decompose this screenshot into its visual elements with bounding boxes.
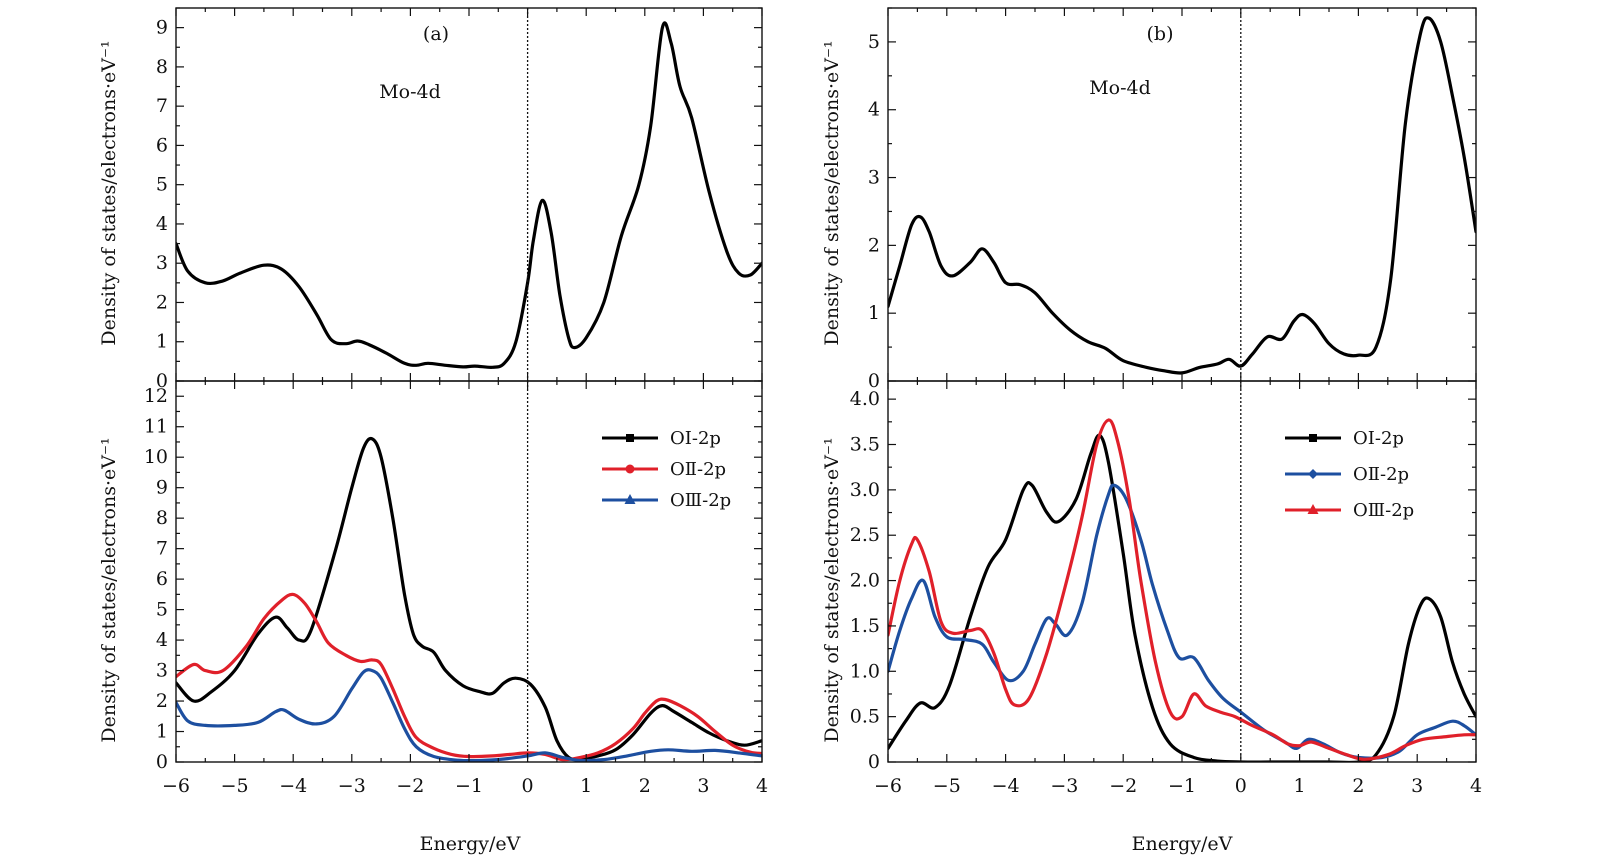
legend-marker-2 (1308, 469, 1318, 479)
y-tick-label: 4 (156, 629, 168, 651)
x-tick-label: −5 (933, 775, 961, 797)
series-line-1 (888, 16, 1476, 375)
x-tick-label: 0 (522, 775, 534, 797)
y-tick-label: 8 (156, 56, 168, 78)
y-tick-label: 9 (156, 17, 168, 39)
y-tick-label: 5 (868, 31, 880, 53)
legend-marker-1 (626, 434, 634, 442)
subplot-b-top: 0 1 2 3 4 5 (868, 7, 1477, 392)
legend-label-2: OⅡ-2p (1353, 464, 1409, 485)
mo4d-annotation-a: Mo-4d (379, 81, 441, 103)
ylabel-b-top: Density of states/electrons·eV⁻¹ (821, 40, 843, 345)
y-tick-label: 1.5 (850, 615, 880, 637)
y-tick-label: 1.0 (850, 660, 880, 682)
legend-marker-1 (1309, 434, 1317, 442)
xlabel-b: Energy/eV (1132, 833, 1233, 855)
y-tick-label: 7 (156, 538, 168, 560)
series-line-1 (176, 436, 762, 762)
series-line-1 (888, 433, 1476, 762)
y-tick-label: 6 (156, 134, 168, 156)
x-tick-label: 4 (756, 775, 768, 797)
xlabel-a: Energy/eV (420, 833, 521, 855)
y-tick-label: 4.0 (850, 388, 880, 410)
x-tick-label: −3 (338, 775, 366, 797)
legend-label-3: OⅢ-2p (670, 490, 731, 511)
y-tick-label: 0 (868, 751, 880, 773)
y-tick-label: 0 (868, 370, 880, 392)
series-line-3 (888, 418, 1476, 761)
subplot-b-bottom: −6 −5 −4 −3 −2 −1 0 1 2 3 4 0 0.5 1.0 1.5 2.0 2.5 3.0 3.5 4… (850, 380, 1482, 797)
x-tick-label: 3 (1411, 775, 1423, 797)
y-tick-label: 8 (156, 507, 168, 529)
panel-label-b: (b) (1147, 23, 1174, 45)
x-tick-label: 3 (697, 775, 709, 797)
y-tick-label: 4 (868, 99, 880, 121)
subplot-a-bottom: −6 −5 −4 −3 −2 −1 0 1 2 3 40123456789101112OⅠ-2pOⅡ… (144, 380, 768, 797)
x-tick-label: −5 (221, 775, 249, 797)
legend-marker-2 (625, 464, 635, 474)
x-tick-label: 4 (1470, 775, 1482, 797)
y-tick-label: 0 (156, 751, 168, 773)
y-tick-label: 3 (868, 167, 880, 189)
y-tick-label: 11 (144, 416, 168, 438)
y-tick-label: 5 (156, 599, 168, 621)
legend-label-2: OⅡ-2p (670, 459, 726, 480)
x-tick-label: −2 (396, 775, 424, 797)
y-tick-label: 2.0 (850, 570, 880, 592)
x-tick-label: −1 (455, 775, 483, 797)
y-tick-label: 6 (156, 568, 168, 590)
series-line-2 (176, 592, 762, 762)
legend-label-3: OⅢ-2p (1353, 500, 1414, 521)
series-line-3 (176, 668, 762, 762)
mo4d-annotation-b: Mo-4d (1089, 77, 1151, 99)
y-tick-label: 3.0 (850, 479, 880, 501)
y-tick-label: 12 (144, 385, 168, 407)
x-tick-label: −3 (1050, 775, 1078, 797)
x-tick-label: 1 (1294, 775, 1306, 797)
y-tick-label: 2 (156, 291, 168, 313)
x-tick-label: 0 (1235, 775, 1247, 797)
ylabel-a-top: Density of states/electrons·eV⁻¹ (98, 40, 120, 345)
subplot-a-top: 0 1 2 3 4 5 6 7 8 9 (156, 7, 763, 392)
legend: OⅠ-2p OⅡ-2p OⅢ-2p (602, 428, 731, 511)
y-tick-label: 0.5 (850, 706, 880, 728)
y-tick-label: 5 (156, 174, 168, 196)
y-tick-label: 3 (156, 660, 168, 682)
series-line-1 (176, 21, 762, 369)
ylabel-a-bottom: Density of states/electrons·eV⁻¹ (98, 437, 120, 742)
y-tick-label: 3 (156, 252, 168, 274)
plot-frame (887, 7, 1477, 382)
x-tick-label: 1 (580, 775, 592, 797)
y-tick-label: 1 (868, 302, 880, 324)
y-tick-label: 1 (156, 331, 168, 353)
x-tick-label: −4 (279, 775, 307, 797)
panel-label-a: (a) (423, 23, 449, 45)
y-tick-label: 1 (156, 721, 168, 743)
y-tick-label: 2 (868, 234, 880, 256)
y-tick-label: 3.5 (850, 434, 880, 456)
y-tick-label: 0 (156, 370, 168, 392)
y-tick-label: 10 (144, 446, 168, 468)
legend: OⅠ-2p OⅡ-2p OⅢ-2p (1285, 428, 1414, 521)
y-tick-label: 4 (156, 213, 168, 235)
ylabel-b-bottom: Density of states/electrons·eV⁻¹ (821, 437, 843, 742)
legend-label-1: OⅠ-2p (670, 428, 721, 449)
legend-label-1: OⅠ-2p (1353, 428, 1404, 449)
x-tick-label: 2 (1352, 775, 1364, 797)
y-tick-label: 2 (156, 690, 168, 712)
y-tick-label: 9 (156, 477, 168, 499)
x-tick-label: −6 (162, 775, 190, 797)
x-tick-label: −6 (874, 775, 902, 797)
y-tick-label: 2.5 (850, 524, 880, 546)
y-tick-label: 7 (156, 95, 168, 117)
x-tick-label: −2 (1109, 775, 1137, 797)
x-tick-label: 2 (639, 775, 651, 797)
legend-marker-3 (1307, 504, 1319, 514)
x-tick-label: −1 (1168, 775, 1196, 797)
x-tick-label: −4 (992, 775, 1020, 797)
legend-marker-3 (624, 494, 636, 504)
